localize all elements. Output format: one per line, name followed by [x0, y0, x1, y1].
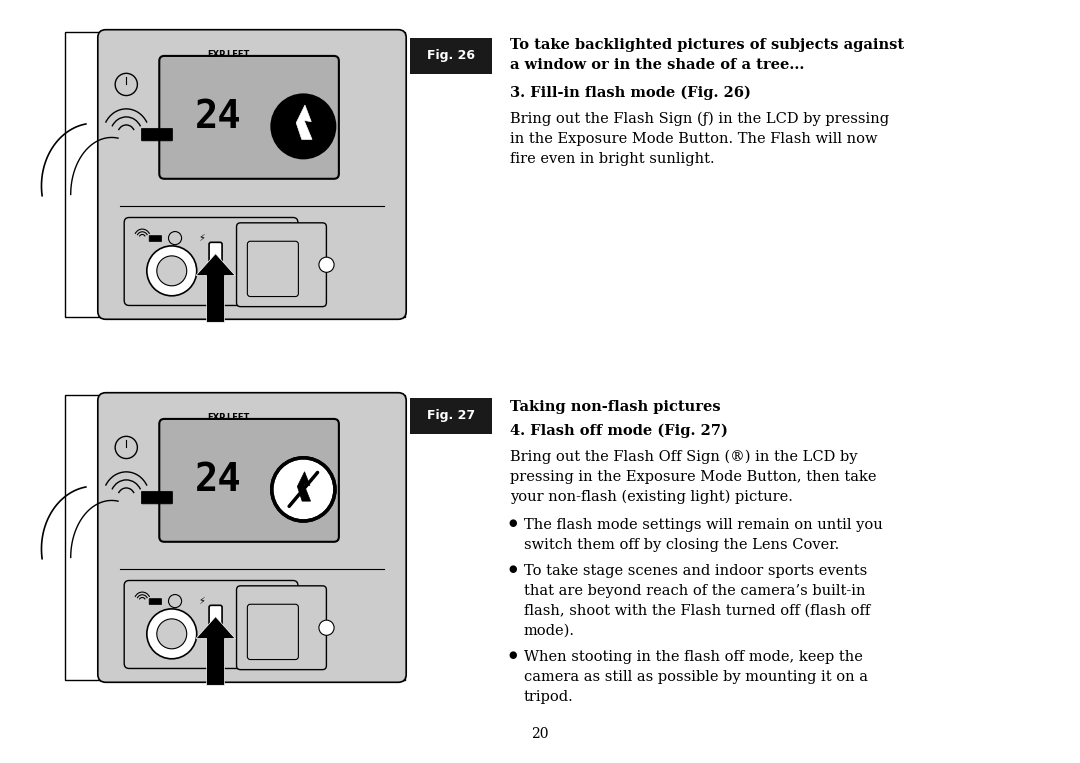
Text: ●: ● [508, 518, 516, 528]
FancyBboxPatch shape [65, 32, 405, 317]
Circle shape [157, 619, 187, 649]
Text: pressing in the Exposure Mode Button, then take: pressing in the Exposure Mode Button, th… [510, 470, 877, 484]
FancyBboxPatch shape [98, 30, 406, 319]
Text: Bring out the Flash Sign (ƒ) in the LCD by pressing: Bring out the Flash Sign (ƒ) in the LCD … [510, 112, 889, 127]
FancyBboxPatch shape [124, 217, 298, 305]
Circle shape [157, 256, 187, 286]
FancyBboxPatch shape [159, 56, 339, 179]
Text: 24: 24 [195, 462, 242, 499]
Polygon shape [296, 105, 312, 140]
Text: 20: 20 [531, 727, 549, 741]
Text: a window or in the shade of a tree...: a window or in the shade of a tree... [510, 58, 805, 72]
Text: that are beyond reach of the camera’s built-in: that are beyond reach of the camera’s bu… [524, 584, 865, 598]
Text: To take backlighted pictures of subjects against: To take backlighted pictures of subjects… [510, 38, 904, 52]
Polygon shape [195, 253, 235, 322]
Text: When stooting in the flash off mode, keep the: When stooting in the flash off mode, kee… [524, 650, 863, 664]
FancyBboxPatch shape [210, 605, 222, 650]
Text: tripod.: tripod. [524, 690, 573, 704]
FancyBboxPatch shape [141, 491, 173, 504]
Text: in the Exposure Mode Button. The Flash will now: in the Exposure Mode Button. The Flash w… [510, 132, 877, 146]
Text: To take stage scenes and indoor sports events: To take stage scenes and indoor sports e… [524, 564, 867, 578]
Text: fire even in bright sunlight.: fire even in bright sunlight. [510, 152, 715, 166]
FancyBboxPatch shape [237, 223, 326, 307]
FancyBboxPatch shape [98, 393, 406, 682]
Circle shape [319, 257, 334, 272]
FancyBboxPatch shape [237, 586, 326, 670]
FancyBboxPatch shape [141, 128, 173, 141]
Text: 24: 24 [195, 98, 242, 137]
Text: The flash mode settings will remain on until you: The flash mode settings will remain on u… [524, 518, 882, 532]
Text: Fig. 27: Fig. 27 [427, 410, 475, 423]
Text: camera as still as possible by mounting it on a: camera as still as possible by mounting … [524, 670, 868, 684]
Text: EXP.LEFT: EXP.LEFT [207, 50, 249, 59]
Circle shape [147, 246, 197, 296]
Text: ⚡: ⚡ [198, 596, 205, 606]
FancyBboxPatch shape [410, 398, 492, 434]
Text: 4. Flash off mode (Fig. 27): 4. Flash off mode (Fig. 27) [510, 424, 728, 439]
FancyBboxPatch shape [65, 395, 405, 680]
Text: ●: ● [508, 564, 516, 574]
Text: 3. Fill-in flash mode (Fig. 26): 3. Fill-in flash mode (Fig. 26) [510, 86, 751, 101]
FancyBboxPatch shape [247, 241, 298, 297]
Text: Bring out the Flash Off Sign (®) in the LCD by: Bring out the Flash Off Sign (®) in the … [510, 450, 858, 465]
Circle shape [319, 620, 334, 636]
FancyBboxPatch shape [410, 38, 492, 74]
Text: ●: ● [508, 650, 516, 660]
Text: switch them off by closing the Lens Cover.: switch them off by closing the Lens Cove… [524, 538, 839, 552]
Text: mode).: mode). [524, 624, 575, 638]
Text: EXP.LEFT: EXP.LEFT [207, 413, 249, 422]
Text: ⚡: ⚡ [198, 233, 205, 243]
FancyBboxPatch shape [159, 419, 339, 542]
FancyBboxPatch shape [124, 581, 298, 668]
FancyBboxPatch shape [210, 243, 222, 287]
Polygon shape [297, 472, 311, 501]
FancyBboxPatch shape [149, 236, 162, 242]
Circle shape [272, 458, 335, 521]
Circle shape [147, 609, 197, 658]
FancyBboxPatch shape [247, 604, 298, 659]
Text: Fig. 26: Fig. 26 [427, 50, 475, 63]
Text: Taking non-flash pictures: Taking non-flash pictures [510, 400, 720, 414]
FancyBboxPatch shape [149, 599, 162, 604]
Text: your non-flash (existing light) picture.: your non-flash (existing light) picture. [510, 490, 793, 504]
Circle shape [272, 95, 335, 158]
Polygon shape [195, 617, 235, 685]
Text: flash, shoot with the Flash turned off (flash off: flash, shoot with the Flash turned off (… [524, 604, 870, 618]
